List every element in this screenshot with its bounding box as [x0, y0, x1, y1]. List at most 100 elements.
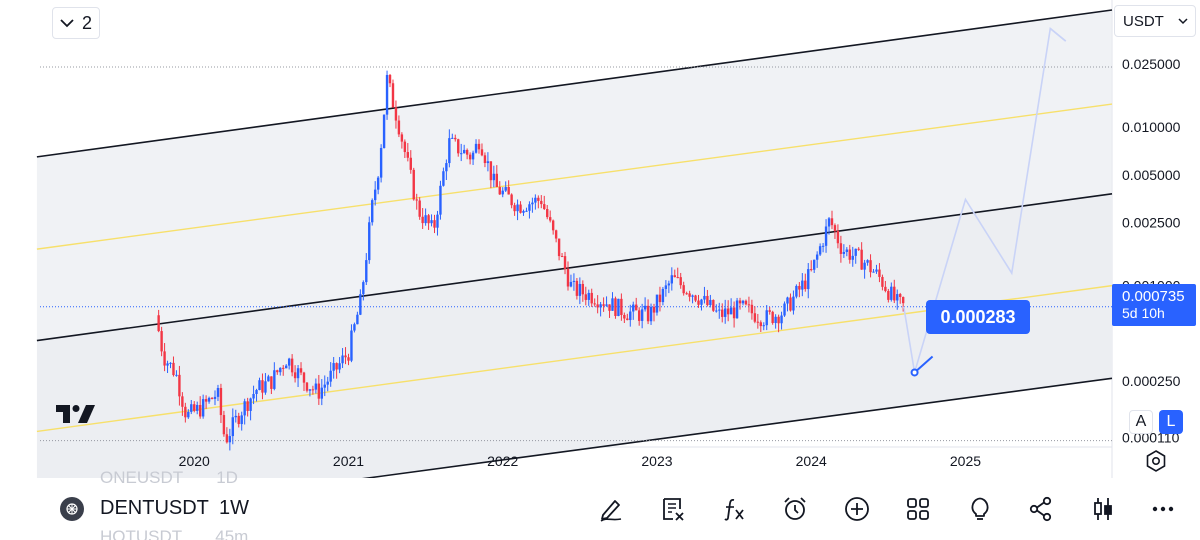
- candle: [744, 299, 748, 306]
- channel-upper-midline[interactable]: [36, 103, 1113, 250]
- candle: [445, 159, 448, 181]
- drawing-tools-button[interactable]: [596, 494, 626, 524]
- indicators-button[interactable]: [719, 494, 749, 524]
- target-point[interactable]: [910, 368, 919, 377]
- candle-body: [765, 310, 768, 326]
- candle-body: [537, 197, 540, 201]
- candle-body: [228, 436, 232, 443]
- chevron-down-icon: [1178, 18, 1188, 25]
- candle-body: [421, 216, 424, 224]
- candle-body: [397, 120, 401, 135]
- candle-body: [409, 157, 412, 170]
- alerts-button[interactable]: [780, 494, 810, 524]
- candle-body: [406, 152, 410, 158]
- candle: [854, 248, 857, 264]
- candle: [724, 299, 727, 324]
- candle: [471, 150, 475, 165]
- chart-settings-icon[interactable]: [1144, 449, 1168, 473]
- candle-body: [688, 293, 691, 297]
- candle: [818, 243, 822, 256]
- chart-canvas[interactable]: 0.0500000.0250000.0100000.0050000.002500…: [0, 0, 1200, 478]
- candle-body: [694, 295, 697, 301]
- candle-body: [210, 397, 214, 399]
- candle-body: [587, 292, 590, 300]
- channel-upper-line[interactable]: [36, 9, 1113, 158]
- auto-scale-button[interactable]: A: [1129, 410, 1153, 434]
- candle-body: [563, 256, 567, 269]
- target-price-callout[interactable]: 0.000283: [926, 300, 1030, 334]
- prev-symbol-hint: ONEUSDT 1D: [100, 468, 238, 487]
- more-button[interactable]: [1148, 494, 1178, 524]
- time-axis[interactable]: 2020 2021 2022 2023 2024 2025: [179, 453, 982, 469]
- candle-body: [804, 280, 807, 290]
- interval-label[interactable]: 1W: [219, 497, 249, 519]
- channel-lower-line[interactable]: [37, 377, 1113, 478]
- add-button[interactable]: [842, 494, 872, 524]
- candle-body: [332, 363, 335, 371]
- currency-selector[interactable]: USDT: [1114, 5, 1196, 37]
- candle-body: [575, 280, 579, 296]
- candle: [789, 293, 792, 312]
- candle: [729, 298, 733, 315]
- candle: [436, 210, 439, 236]
- candle-body: [860, 249, 863, 270]
- candle-body: [308, 389, 312, 391]
- candle-body: [353, 324, 356, 331]
- object-tree-button[interactable]: [658, 494, 688, 524]
- price-tick-label: 0.025000: [1122, 56, 1181, 72]
- candle: [385, 70, 389, 120]
- candle-body: [460, 153, 463, 155]
- candle: [899, 292, 902, 304]
- candle-body: [614, 298, 617, 316]
- candle: [620, 293, 623, 321]
- candle-body: [839, 243, 843, 254]
- symbol-name[interactable]: DENTUSDT: [100, 497, 209, 519]
- candle: [827, 217, 831, 235]
- candle-body: [724, 308, 727, 317]
- grid-icon: [907, 498, 929, 520]
- candle-body: [887, 290, 890, 300]
- regression-channel[interactable]: [36, 9, 1113, 478]
- candle: [448, 129, 451, 168]
- candle: [169, 362, 172, 369]
- candle: [875, 264, 878, 274]
- candle-body: [756, 321, 760, 323]
- channel-middle-line[interactable]: [36, 193, 1113, 342]
- candle-body: [190, 404, 193, 412]
- candle: [673, 269, 676, 278]
- candle-body: [715, 310, 718, 312]
- share-icon: [1029, 496, 1052, 522]
- log-scale-button[interactable]: L: [1159, 410, 1183, 434]
- time-tick-label: 2022: [487, 453, 518, 469]
- layouts-button[interactable]: [903, 494, 933, 524]
- candle: [833, 223, 837, 239]
- collapse-indicators-button[interactable]: 2: [52, 7, 100, 39]
- candle: [465, 148, 469, 160]
- candle-body: [373, 189, 377, 201]
- candle-body: [445, 163, 448, 172]
- candle: [658, 286, 662, 312]
- candle-body: [522, 210, 525, 213]
- candle: [433, 214, 436, 234]
- candle-body: [599, 304, 602, 308]
- candle: [468, 152, 472, 165]
- candle-body: [602, 304, 605, 306]
- candle-body: [551, 220, 555, 231]
- candle: [602, 297, 605, 312]
- share-button[interactable]: [1026, 494, 1056, 524]
- last-price-label: 0.000735 5d 10h: [1112, 284, 1196, 326]
- candle-body: [412, 169, 415, 200]
- candle-body: [771, 311, 774, 324]
- chart-type-button[interactable]: [1088, 494, 1118, 524]
- candle: [287, 357, 291, 370]
- candle-body: [243, 401, 246, 416]
- projection-path[interactable]: [902, 27, 1067, 377]
- candle-body: [836, 230, 840, 244]
- candle: [543, 195, 546, 211]
- candle-body: [741, 300, 745, 304]
- candle: [252, 385, 255, 405]
- price-axis[interactable]: 0.0500000.0250000.0100000.0050000.002500…: [1122, 9, 1181, 446]
- ideas-button[interactable]: [965, 494, 995, 524]
- candle: [756, 313, 760, 329]
- candle: [454, 134, 457, 142]
